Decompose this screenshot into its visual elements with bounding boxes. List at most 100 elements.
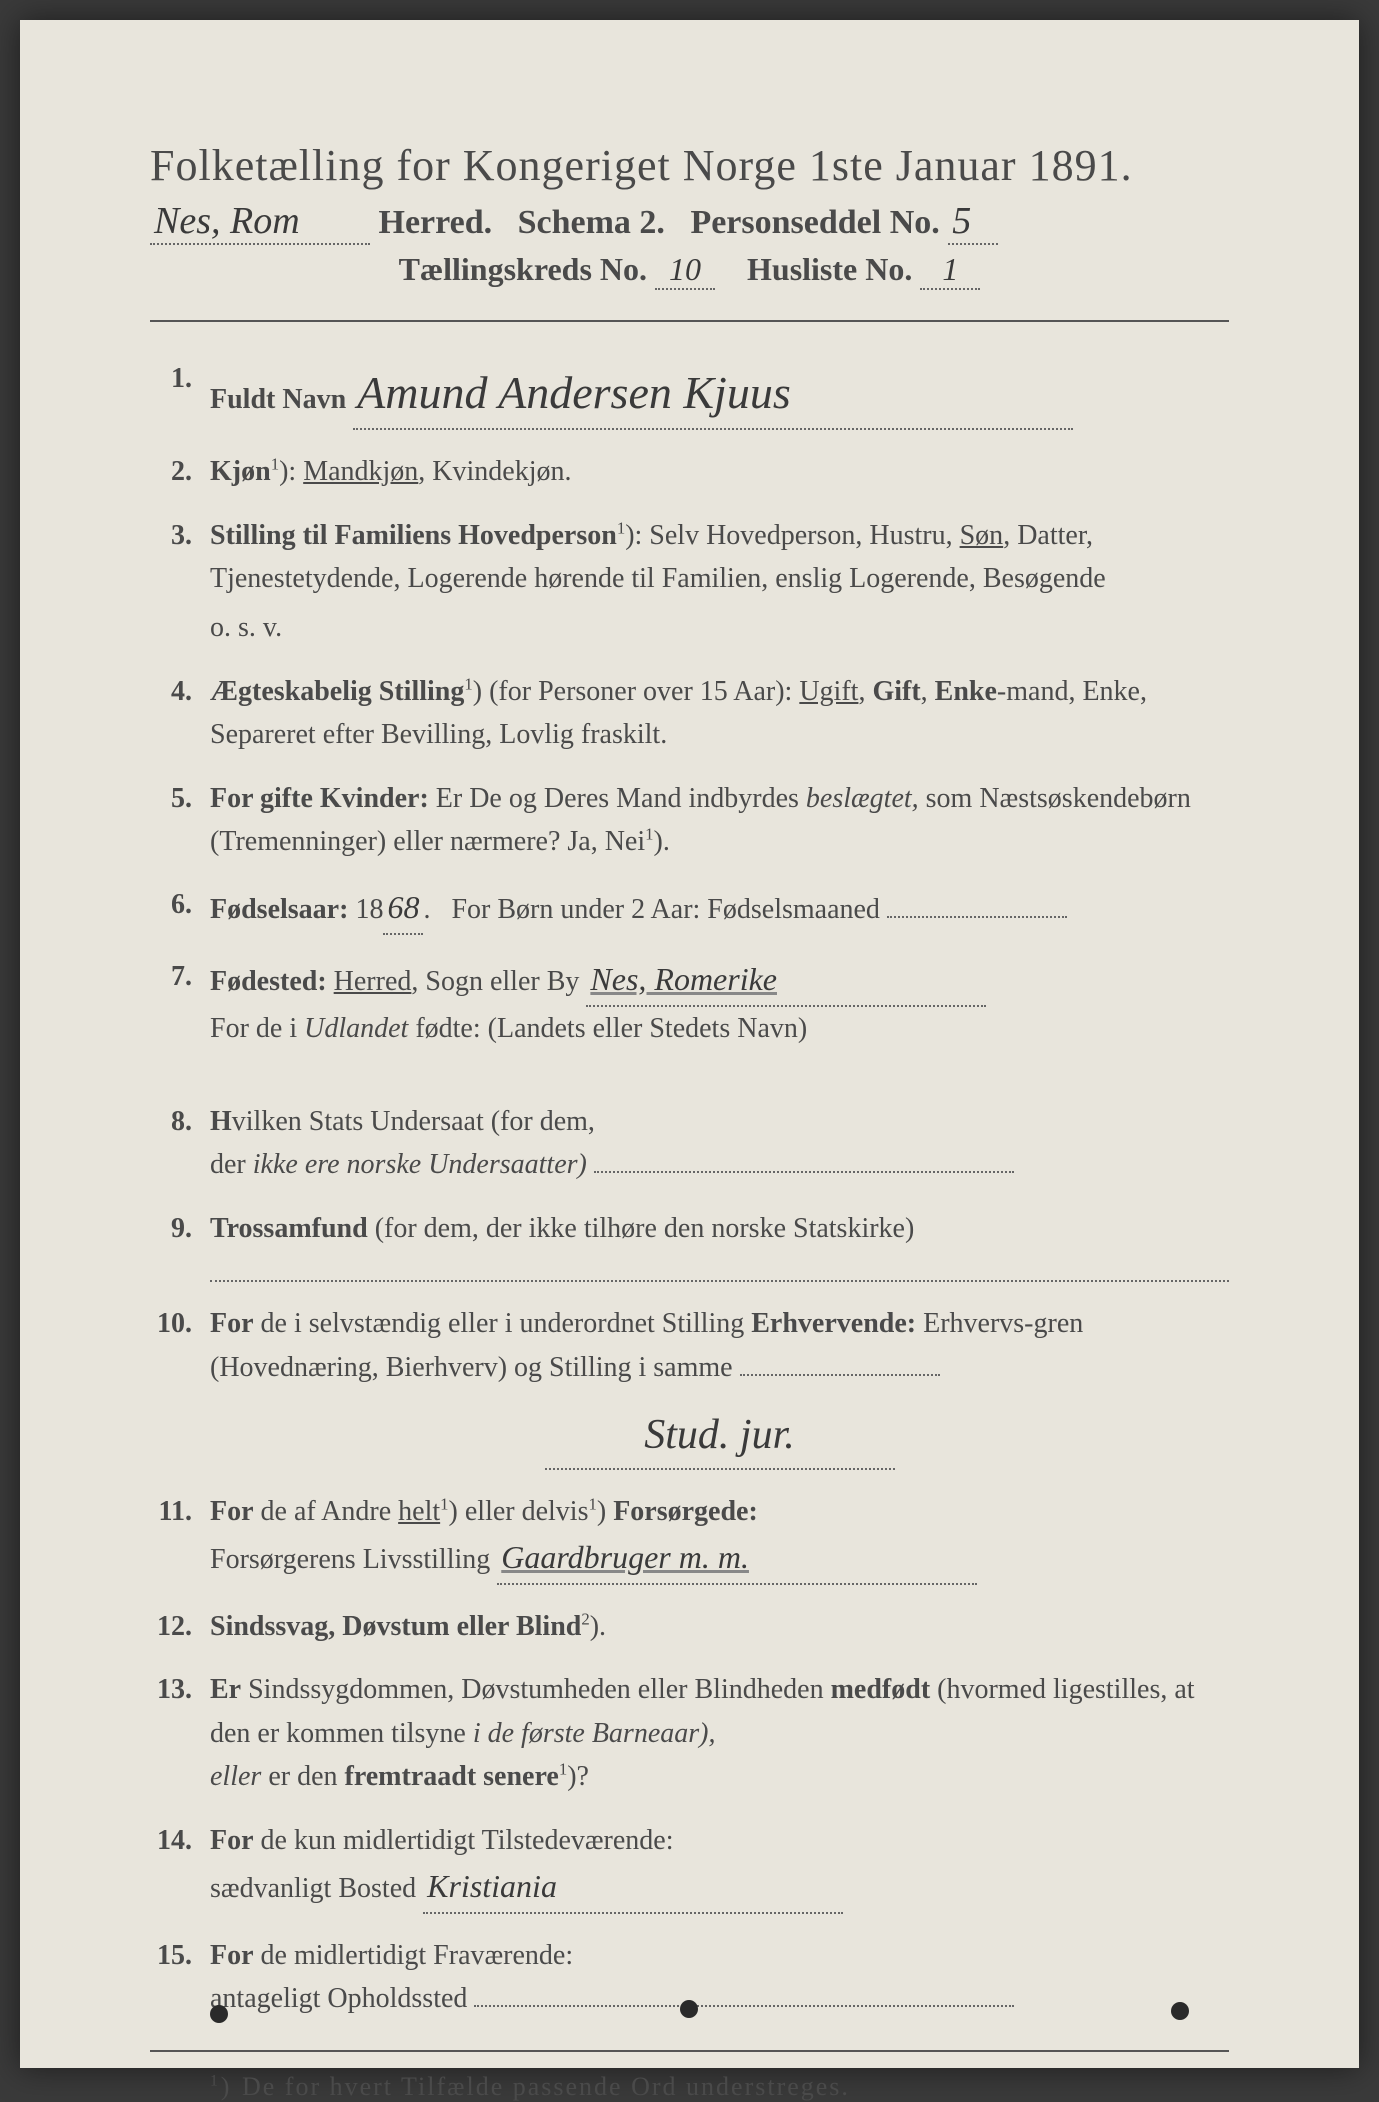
item-10: 10. For de i selvstændig eller i underor… [150, 1302, 1229, 1470]
bold-11: Forsørgede: [613, 1496, 758, 1527]
label-11: For [210, 1496, 254, 1527]
item-11: 11. For de af Andre helt1) eller delvis1… [150, 1490, 1229, 1585]
month-blank [887, 916, 1067, 918]
label-15: For [210, 1940, 254, 1971]
text-13a: Sindssygdommen, Døvstumheden eller Blind… [248, 1674, 824, 1705]
personseddel-no: 5 [948, 199, 998, 245]
blank-15 [474, 2005, 1014, 2007]
option-underlined: Søn [960, 520, 1004, 551]
item-12: 12. Sindssvag, Døvstum eller Blind2). [150, 1605, 1229, 1648]
item-13: 13. Er Sindssygdommen, Døvstumheden elle… [150, 1668, 1229, 1798]
header-line-1: Nes, Rom Herred. Schema 2. Personseddel … [150, 199, 1229, 245]
item-9: 9. Trossamfund (for dem, der ikke tilhør… [150, 1207, 1229, 1282]
text-5a: Er De og Deres Mand indbyrdes [436, 783, 799, 814]
text-10a: de i selvstændig eller i underordnet Sti… [261, 1308, 745, 1339]
item-num: 11. [150, 1490, 210, 1585]
item-num: 7. [150, 955, 210, 1050]
text-6b: For Børn under 2 Aar: Fødselsmaaned [451, 894, 880, 925]
item-num: 15. [150, 1934, 210, 2021]
item-3: 3. Stilling til Familiens Hovedperson1):… [150, 514, 1229, 650]
occupation-hw: Stud. jur. [545, 1403, 895, 1470]
item-6: 6. Fødselsaar: 1868. For Børn under 2 Aa… [150, 883, 1229, 935]
item-num: 6. [150, 883, 210, 935]
item-14: 14. For de kun midlertidigt Tilstedevære… [150, 1819, 1229, 1914]
option-underlined: Mandkjøn [303, 456, 418, 487]
divider-bottom [150, 2050, 1229, 2052]
label-9: Trossamfund [210, 1213, 368, 1244]
label-5: For gifte Kvinder: [210, 783, 429, 814]
label-14: For [210, 1825, 254, 1856]
year-prefix: 18 [355, 894, 383, 925]
blank-10a [740, 1374, 940, 1376]
item-num: 3. [150, 514, 210, 650]
label-1: Fuldt Navn [210, 384, 346, 415]
item-num: 13. [150, 1668, 210, 1798]
punch-hole-icon [680, 2000, 698, 2018]
census-form-page: Folketælling for Kongeriget Norge 1ste J… [20, 20, 1359, 2068]
item-num: 12. [150, 1605, 210, 1648]
text-9: (for dem, der ikke tilhøre den norske St… [375, 1213, 915, 1244]
text-14a: de kun midlertidigt Tilstedeværende: [261, 1825, 674, 1856]
text-15a: de midlertidigt Fraværende: [261, 1940, 574, 1971]
italic-13b: eller [210, 1761, 261, 1792]
paren-4: (for Personer over 15 Aar): [489, 676, 792, 707]
osv: o. s. v. [210, 606, 1229, 649]
divider-top [150, 320, 1229, 322]
text-15b: antageligt Opholdssted [210, 1983, 467, 2014]
bold-10: Erhvervende: [751, 1308, 916, 1339]
text-7a: Herred [334, 966, 412, 997]
label-13: Er [210, 1674, 241, 1705]
item-8: 8. Hvilken Stats Undersaat (for dem, der… [150, 1100, 1229, 1187]
header-line-2: Tællingskreds No. 10 Husliste No. 1 [150, 251, 1229, 290]
herred-handwritten: Nes, Rom [150, 199, 370, 245]
label-2: Kjøn [210, 456, 271, 487]
label-12: Sindssvag, Døvstum eller Blind [210, 1611, 581, 1642]
footnote: 1) De for hvert Tilfælde passende Ord un… [150, 2072, 1229, 2102]
punch-hole-icon [210, 2005, 228, 2023]
footnote-text: De for hvert Tilfælde passende Ord under… [242, 2072, 850, 2101]
item-1: 1. Fuldt Navn Amund Andersen Kjuus [150, 357, 1229, 430]
text-8a: vilken Stats Undersaat (for dem, [232, 1106, 595, 1137]
label-7: Fødested: [210, 966, 327, 997]
item-2: 2. Kjøn1): Mandkjøn, Kvindekjøn. [150, 450, 1229, 493]
form-title: Folketælling for Kongeriget Norge 1ste J… [150, 140, 1229, 191]
bold-13a: medfødt [831, 1674, 931, 1705]
kreds-label: Tællingskreds No. [399, 251, 647, 287]
personseddel-label: Personseddel No. [690, 204, 939, 241]
text-8b: der [210, 1149, 246, 1180]
name-handwritten: Amund Andersen Kjuus [353, 357, 1073, 430]
birthplace-hw: Nes, Romerike [586, 955, 986, 1007]
label-6: Fødselsaar: [210, 894, 348, 925]
item-num: 4. [150, 670, 210, 757]
husliste-label: Husliste No. [747, 251, 912, 287]
provider-hw: Gaardbruger m. m. [497, 1533, 977, 1585]
item-num: 9. [150, 1207, 210, 1282]
label-10: For [210, 1308, 254, 1339]
kreds-no: 10 [655, 251, 715, 290]
italic-7: Udlandet [304, 1013, 408, 1044]
text-7c: fødte: (Landets eller Stedets Navn) [415, 1013, 807, 1044]
year-hw: 68 [383, 883, 423, 935]
text-14b: sædvanligt Bosted [210, 1873, 416, 1904]
italic-8: ikke ere norske Undersaatter) [253, 1149, 587, 1180]
residence-hw: Kristiania [423, 1862, 843, 1914]
italic-5: beslægtet, [806, 783, 919, 814]
punch-hole-icon [1171, 2002, 1189, 2020]
schema-label: Schema 2. [518, 204, 665, 241]
item-5: 5. For gifte Kvinder: Er De og Deres Man… [150, 777, 1229, 864]
label-4: Ægteskabelig Stilling [210, 676, 464, 707]
text-13c: er den [268, 1761, 337, 1792]
option-underlined: Ugift [799, 676, 858, 707]
item-num: 5. [150, 777, 210, 864]
item-7: 7. Fødested: Herred, Sogn eller By Nes, … [150, 955, 1229, 1050]
husliste-no: 1 [920, 251, 980, 290]
item-num: 14. [150, 1819, 210, 1914]
item-num: 1. [150, 357, 210, 430]
item-num: 10. [150, 1302, 210, 1470]
label-3: Stilling til Familiens Hovedperson [210, 520, 617, 551]
item-num: 8. [150, 1100, 210, 1187]
italic-13a: i de første Barneaar), [473, 1718, 716, 1749]
blank-8 [594, 1171, 1014, 1173]
bold-13b: fremtraadt senere [345, 1761, 559, 1792]
item-num: 2. [150, 450, 210, 493]
